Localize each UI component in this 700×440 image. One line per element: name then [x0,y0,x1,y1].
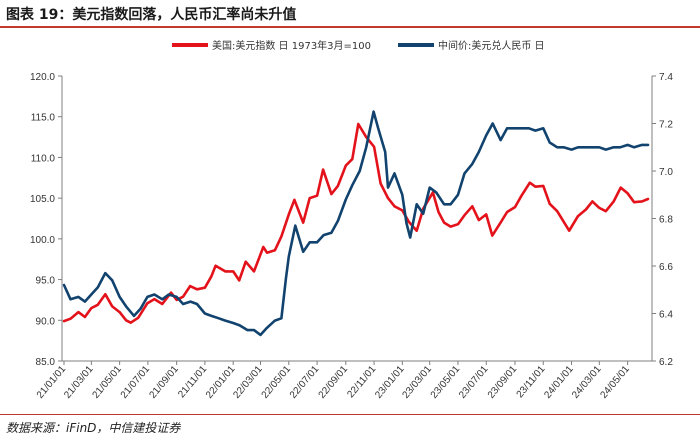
x-tick-labels: 21/01/0121/03/0121/05/0121/07/0121/09/01… [35,361,632,401]
left-y-tick-label: 100.0 [30,235,55,246]
title-divider [0,26,700,28]
chart-title: 图表 19：美元指数回落，人民币汇率尚未升值 [6,7,297,23]
source-divider [0,414,700,415]
x-tick-label: 23/09/01 [486,364,520,401]
left-y-tick-label: 110.0 [31,153,56,164]
x-tick-label: 23/07/01 [457,364,491,401]
series-lines [62,110,650,337]
x-tick-label: 22/09/01 [317,364,351,401]
right-y-tick-label: 6.8 [659,215,673,226]
usd-index-line [62,122,650,325]
x-tick-label: 24/05/01 [598,364,632,401]
left-y-tick-label: 115.0 [31,113,56,124]
legend-label-usd-index: 美国:美元指数 日 1973年3月=100 [212,39,371,52]
left-y-tick-labels: 85.0 90.0 95.0 100.0 105.0 110.0 115.0 120.0 [30,72,62,368]
left-y-tick-label: 120.0 [30,72,55,83]
x-tick-label: 21/09/01 [147,364,181,401]
left-y-tick-label: 105.0 [30,194,55,205]
legend-label-usdcny: 中间价:美元兑人民币 日 [438,39,545,52]
chart-canvas: 美国:美元指数 日 1973年3月=100 中间价:美元兑人民币 日 85.0 9… [30,39,673,401]
right-y-tick-label: 7.4 [659,72,673,83]
left-y-tick-label: 95.0 [36,276,56,287]
left-y-tick-label: 85.0 [36,357,56,368]
usdcny-line [62,110,650,337]
left-y-tick-label: 90.0 [36,316,56,327]
right-y-tick-label: 7.0 [659,167,673,178]
right-y-tick-label: 6.6 [659,262,673,273]
right-y-tick-label: 6.2 [659,357,673,368]
chart-legend: 美国:美元指数 日 1973年3月=100 中间价:美元兑人民币 日 [172,39,545,52]
right-y-tick-label: 6.4 [659,310,673,321]
x-tick-label: 21/07/01 [119,364,153,401]
source-note: 数据来源：iFinD，中信建投证券 [6,421,181,435]
right-y-tick-labels: 6.2 6.4 6.6 6.8 7.0 7.2 7.4 [652,72,673,368]
right-y-tick-label: 7.2 [659,120,673,131]
x-tick-label: 22/07/01 [288,364,322,401]
